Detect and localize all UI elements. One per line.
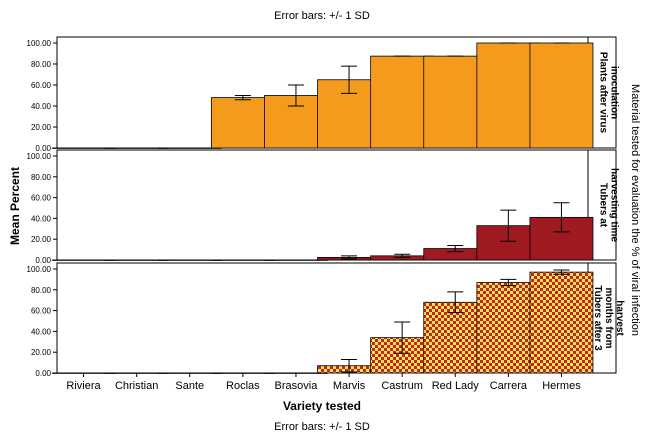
x-tick-label: Hermes <box>542 380 581 392</box>
y-tick-label: 0.00 <box>35 144 51 153</box>
y-tick-label: 40.00 <box>31 327 52 336</box>
y-tick-label: 20.00 <box>31 123 52 132</box>
y-tick-label: 60.00 <box>31 81 52 90</box>
y-tick-label: 100.00 <box>27 265 52 274</box>
bar <box>423 55 488 149</box>
y-tick-label: 80.00 <box>31 173 52 182</box>
y-tick-label: 60.00 <box>31 194 52 203</box>
panel-label: harvesting time <box>609 168 620 242</box>
x-tick-label: Roclas <box>226 380 260 392</box>
panel-label: harvest <box>614 300 625 336</box>
bar <box>529 271 594 374</box>
y-tick-label: 80.00 <box>31 60 52 69</box>
panel-3: 0.00 20.00 40.00 60.00 80.00 100.00 Tubers aft… <box>27 262 625 378</box>
panel-label: months from <box>603 287 614 348</box>
right-axis-label: Material tested for evaluation the % of … <box>629 84 641 336</box>
x-tick-label: Sante <box>175 380 204 392</box>
y-tick-label: 40.00 <box>31 102 52 111</box>
x-tick-label: Riviera <box>66 380 101 392</box>
y-tick-label: 100.00 <box>27 39 52 48</box>
panel-1: 0.00 20.00 40.00 60.00 80.00 100.00 Plants aft… <box>27 36 620 153</box>
y-tick-label: 0.00 <box>35 256 51 265</box>
panel-label: Tubers at <box>598 183 609 228</box>
panel-label: Plants after virus <box>598 52 609 134</box>
chart-title: Error bars: +/- 1 SD <box>274 10 370 22</box>
x-tick-label: Christian <box>115 380 158 392</box>
y-tick-label: 20.00 <box>31 235 52 244</box>
y-tick-label: 40.00 <box>31 214 52 223</box>
y-tick-label: 100.00 <box>27 152 52 161</box>
x-axis: Riviera Christian Sante Roclas Brasovia Marvi… <box>66 373 581 392</box>
y-tick-label: 20.00 <box>31 348 52 357</box>
bar <box>210 97 275 149</box>
panel-2: 0.00 20.00 40.00 60.00 80.00 100.00 Tubers at h… <box>27 149 620 265</box>
bar <box>529 42 594 149</box>
y-tick-label: 80.00 <box>31 286 52 295</box>
x-tick-label: Carrera <box>490 380 528 392</box>
y-axis-label: Mean Percent <box>8 167 22 245</box>
x-tick-label: Red Lady <box>432 380 480 392</box>
panel-label: Tubers after 3 <box>592 285 603 351</box>
x-tick-label: Castrum <box>381 380 423 392</box>
x-tick-label: Brasovia <box>275 380 319 392</box>
x-tick-label: Marvis <box>333 380 366 392</box>
panel-label: inoculation <box>609 66 620 119</box>
panels: 0.00 20.00 40.00 60.00 80.00 100.00 Plants aft… <box>27 36 625 378</box>
x-axis-label: Variety tested <box>283 399 361 413</box>
y-tick-label: 0.00 <box>35 369 51 378</box>
bar <box>370 55 435 149</box>
bar <box>476 42 541 149</box>
chart-footnote: Error bars: +/- 1 SD <box>274 421 370 433</box>
y-tick-label: 60.00 <box>31 307 52 316</box>
